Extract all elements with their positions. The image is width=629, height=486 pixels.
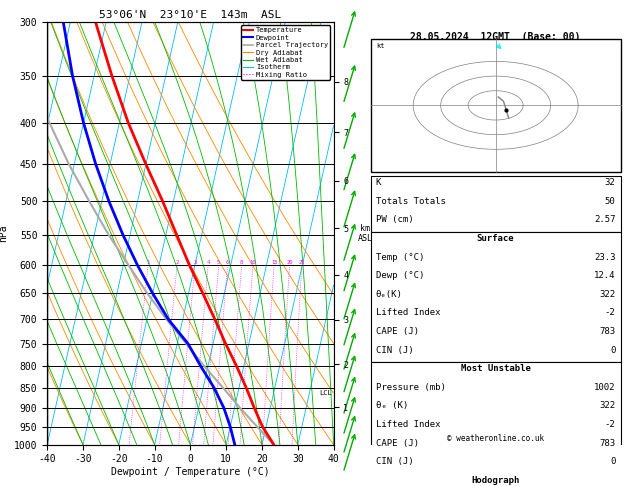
Text: 0: 0 [610, 346, 615, 355]
Text: CAPE (J): CAPE (J) [376, 327, 419, 336]
Text: Surface: Surface [477, 234, 515, 243]
Text: CIN (J): CIN (J) [376, 346, 413, 355]
Text: LCL: LCL [319, 390, 332, 396]
Bar [370, 362, 621, 474]
Text: 28.05.2024  12GMT  (Base: 00): 28.05.2024 12GMT (Base: 00) [411, 33, 581, 42]
Text: 0: 0 [610, 457, 615, 466]
Text: 322: 322 [599, 290, 615, 299]
Text: 322: 322 [599, 401, 615, 411]
Y-axis label: hPa: hPa [0, 225, 8, 242]
Y-axis label: km
ASL: km ASL [357, 224, 372, 243]
Text: 50: 50 [604, 197, 615, 206]
Text: 25: 25 [299, 260, 305, 265]
Text: 3: 3 [193, 260, 197, 265]
Text: 4: 4 [206, 260, 210, 265]
Text: Lifted Index: Lifted Index [376, 420, 440, 429]
Text: PW (cm): PW (cm) [376, 215, 413, 225]
Legend: Temperature, Dewpoint, Parcel Trajectory, Dry Adiabat, Wet Adiabat, Isotherm, Mi: Temperature, Dewpoint, Parcel Trajectory… [240, 25, 330, 80]
Text: 1002: 1002 [594, 383, 615, 392]
Text: Temp (°C): Temp (°C) [376, 253, 424, 261]
Text: 15: 15 [271, 260, 277, 265]
Text: K: K [376, 178, 381, 187]
Bar [370, 232, 621, 362]
Text: Most Unstable: Most Unstable [460, 364, 531, 373]
Text: 32: 32 [604, 178, 615, 187]
Text: θₑ (K): θₑ (K) [376, 401, 408, 411]
Text: 5: 5 [217, 260, 220, 265]
Title: 53°06'N  23°10'E  143m  ASL: 53°06'N 23°10'E 143m ASL [99, 10, 282, 20]
Text: -2: -2 [604, 420, 615, 429]
Text: Lifted Index: Lifted Index [376, 309, 440, 317]
Text: kt: kt [376, 43, 384, 49]
Text: 20: 20 [286, 260, 292, 265]
Text: 1: 1 [147, 260, 150, 265]
Text: Totals Totals: Totals Totals [376, 197, 446, 206]
Bar [370, 39, 621, 172]
Text: CIN (J): CIN (J) [376, 457, 413, 466]
Bar [370, 474, 621, 486]
Text: 6: 6 [226, 260, 229, 265]
Text: 23.3: 23.3 [594, 253, 615, 261]
Text: 12.4: 12.4 [594, 271, 615, 280]
Text: Dewp (°C): Dewp (°C) [376, 271, 424, 280]
Text: Hodograph: Hodograph [472, 476, 520, 485]
Text: 783: 783 [599, 439, 615, 448]
Text: -2: -2 [604, 309, 615, 317]
Text: θₑ(K): θₑ(K) [376, 290, 403, 299]
Text: Pressure (mb): Pressure (mb) [376, 383, 446, 392]
Text: 783: 783 [599, 327, 615, 336]
Text: 2.57: 2.57 [594, 215, 615, 225]
Text: 8: 8 [240, 260, 243, 265]
Bar [370, 176, 621, 232]
Text: 10: 10 [250, 260, 256, 265]
Text: © weatheronline.co.uk: © weatheronline.co.uk [447, 434, 544, 443]
Text: CAPE (J): CAPE (J) [376, 439, 419, 448]
Text: 2: 2 [175, 260, 179, 265]
X-axis label: Dewpoint / Temperature (°C): Dewpoint / Temperature (°C) [111, 467, 270, 477]
